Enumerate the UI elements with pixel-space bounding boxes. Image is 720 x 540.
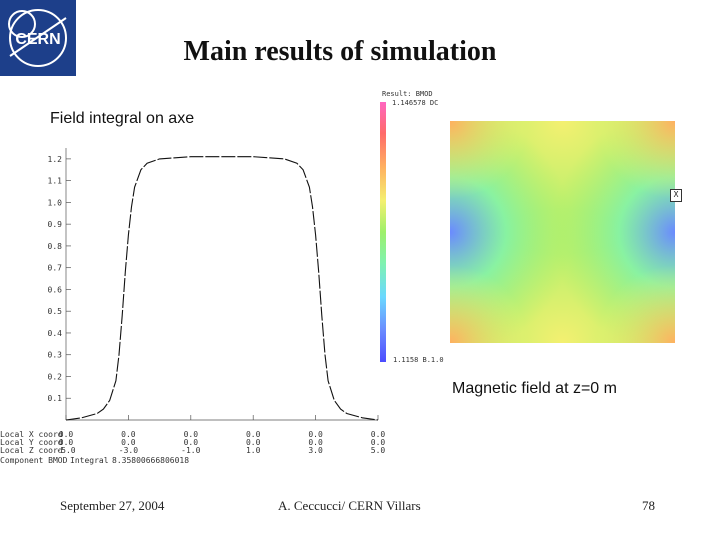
footer-date: September 27, 2004 — [60, 498, 165, 513]
table-cell: 0.0 — [121, 438, 136, 447]
table-cell: -1.0 — [181, 446, 200, 455]
integral-label: Integral — [70, 456, 109, 465]
table-cell: 3.0 — [308, 446, 323, 455]
field-integral-line — [65, 156, 379, 421]
footer-author: A. Ceccucci/ CERN Villars — [278, 498, 421, 513]
page-title: Main results of simulation — [183, 36, 497, 67]
table-cell: 1.0 — [246, 446, 261, 455]
table-cell: 0.0 — [371, 430, 386, 439]
table-row-label: Local Y coord — [0, 438, 63, 447]
y-tick-label: 0.2 — [48, 372, 63, 381]
integral-value: 8.35800666806018 — [112, 456, 189, 465]
y-tick-label: 0.4 — [48, 329, 63, 338]
table-row-label: Local X coord — [0, 430, 63, 439]
table-row-label: Component BMOD — [0, 456, 68, 465]
table-row-label: Local Z coord — [0, 446, 63, 455]
table-cell: 0.0 — [59, 438, 74, 447]
table-cell: 0.0 — [308, 438, 323, 447]
table-cell: 0.0 — [184, 438, 199, 447]
y-tick-label: 1.1 — [48, 177, 63, 186]
footer-page-number: 78 — [642, 498, 655, 513]
table-cell: 0.0 — [246, 438, 261, 447]
y-tick-label: 0.1 — [48, 394, 63, 403]
y-tick-label: 1.2 — [48, 155, 63, 164]
y-tick-label: 0.9 — [48, 220, 63, 229]
magnetic-field-map — [450, 121, 675, 343]
y-tick-label: 1.0 — [48, 198, 63, 207]
cern-logo-text: CERN — [15, 31, 60, 48]
table-cell: 0.0 — [59, 430, 74, 439]
y-tick-label: 0.8 — [48, 242, 63, 251]
table-cell: -5.0 — [56, 446, 75, 455]
y-tick-label: 0.7 — [48, 264, 63, 273]
magnetic-field-label: Magnetic field at z=0 m — [452, 380, 617, 397]
y-tick-label: 0.5 — [48, 307, 63, 316]
table-cell: -3.0 — [119, 446, 138, 455]
table-cell: 0.0 — [184, 430, 199, 439]
colorbar-max: 1.146578 DC — [392, 99, 439, 107]
table-cell: 0.0 — [371, 438, 386, 447]
colorbar-title: Result: BMOD — [382, 90, 433, 98]
colorbar — [380, 102, 386, 362]
colorbar-header: Result: BMOD 1.146578 DC — [382, 90, 438, 108]
y-tick-label: 0.3 — [48, 351, 63, 360]
table-cell: 0.0 — [308, 430, 323, 439]
table-cell: 5.0 — [371, 446, 386, 455]
table-cell: 0.0 — [246, 430, 261, 439]
cern-logo: CERN — [0, 0, 76, 76]
y-tick-label: 0.6 — [48, 285, 63, 294]
colorbar-min: 1.1158 B.1.0 — [393, 356, 444, 364]
table-cell: 0.0 — [121, 430, 136, 439]
field-integral-plot: 0.1 0.2 0.3 0.4 0.5 0.6 0.7 0.8 0.9 1.0 1.1 1.2 Loca… — [0, 140, 390, 470]
field-integral-label: Field integral on axe — [50, 110, 195, 127]
axis-triad-icon: X — [670, 189, 682, 202]
